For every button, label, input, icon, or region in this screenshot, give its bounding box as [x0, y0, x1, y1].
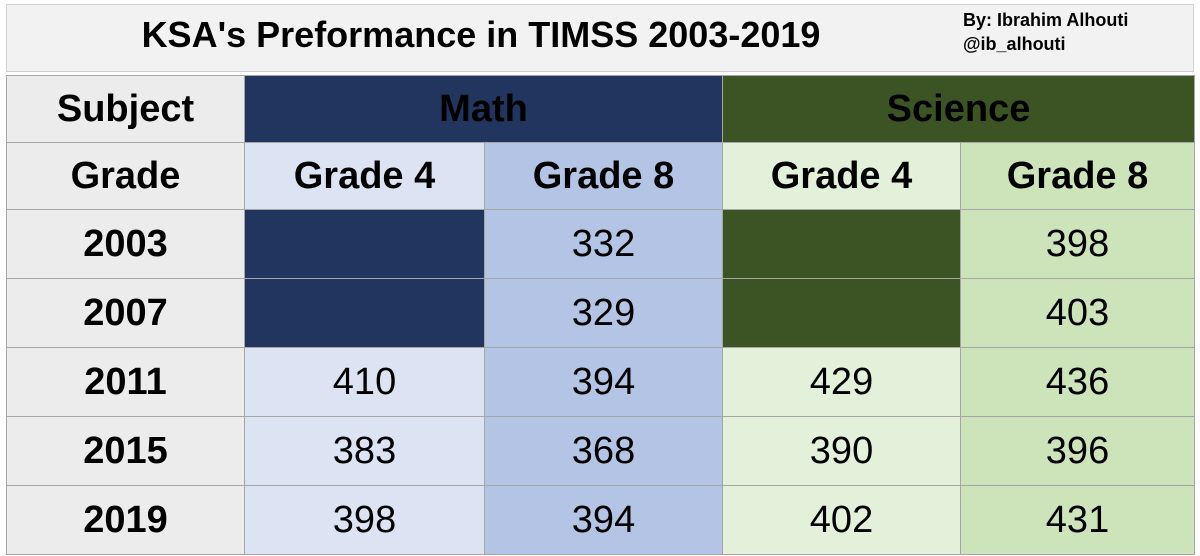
science-grade8-cell: 403	[960, 278, 1195, 348]
math-grade8-cell: 368	[484, 416, 723, 486]
subject-label: Subject	[6, 75, 245, 143]
math-grade4-cell-unavailable	[244, 278, 485, 348]
science-grade4-cell-unavailable	[722, 209, 961, 279]
science-grade8-cell: 436	[960, 347, 1195, 417]
table-row: 2003 332 398	[6, 209, 1195, 279]
math-header: Math	[244, 75, 723, 143]
author-handle: @ib_alhouti	[963, 34, 1066, 54]
year-cell: 2019	[6, 485, 245, 555]
math-grade8-header: Grade 8	[484, 142, 723, 210]
math-grade4-cell: 410	[244, 347, 485, 417]
scores-table: Subject Math Science Grade Grade 4 Grade…	[6, 75, 1195, 555]
math-grade4-cell: 383	[244, 416, 485, 486]
science-header: Science	[722, 75, 1195, 143]
grade-label: Grade	[6, 142, 245, 210]
title-bar	[6, 4, 1194, 72]
math-grade8-cell: 329	[484, 278, 723, 348]
math-grade4-header: Grade 4	[244, 142, 485, 210]
science-grade4-cell-unavailable	[722, 278, 961, 348]
table-row: 2007 329 403	[6, 278, 1195, 348]
page-title: KSA's Preformance in TIMSS 2003-2019	[141, 14, 821, 55]
grade-header-row: Grade Grade 4 Grade 8 Grade 4 Grade 8	[6, 142, 1195, 210]
math-grade4-cell-unavailable	[244, 209, 485, 279]
year-cell: 2007	[6, 278, 245, 348]
science-grade8-cell: 396	[960, 416, 1195, 486]
math-grade4-cell: 398	[244, 485, 485, 555]
science-grade8-cell: 398	[960, 209, 1195, 279]
year-cell: 2011	[6, 347, 245, 417]
table-row: 2019 398 394 402 431	[6, 485, 1195, 555]
subject-header-row: Subject Math Science	[6, 75, 1195, 143]
science-grade8-cell: 431	[960, 485, 1195, 555]
year-cell: 2015	[6, 416, 245, 486]
science-grade4-cell: 402	[722, 485, 961, 555]
science-grade4-cell: 429	[722, 347, 961, 417]
science-grade4-header: Grade 4	[722, 142, 961, 210]
math-grade8-cell: 394	[484, 485, 723, 555]
table-row: 2011 410 394 429 436	[6, 347, 1195, 417]
math-grade8-cell: 394	[484, 347, 723, 417]
science-grade8-header: Grade 8	[960, 142, 1195, 210]
science-grade4-cell: 390	[722, 416, 961, 486]
year-cell: 2003	[6, 209, 245, 279]
author-name: By: Ibrahim Alhouti	[963, 10, 1129, 30]
author-credit: By: Ibrahim Alhouti @ib_alhouti	[963, 8, 1193, 56]
math-grade8-cell: 332	[484, 209, 723, 279]
table-row: 2015 383 368 390 396	[6, 416, 1195, 486]
